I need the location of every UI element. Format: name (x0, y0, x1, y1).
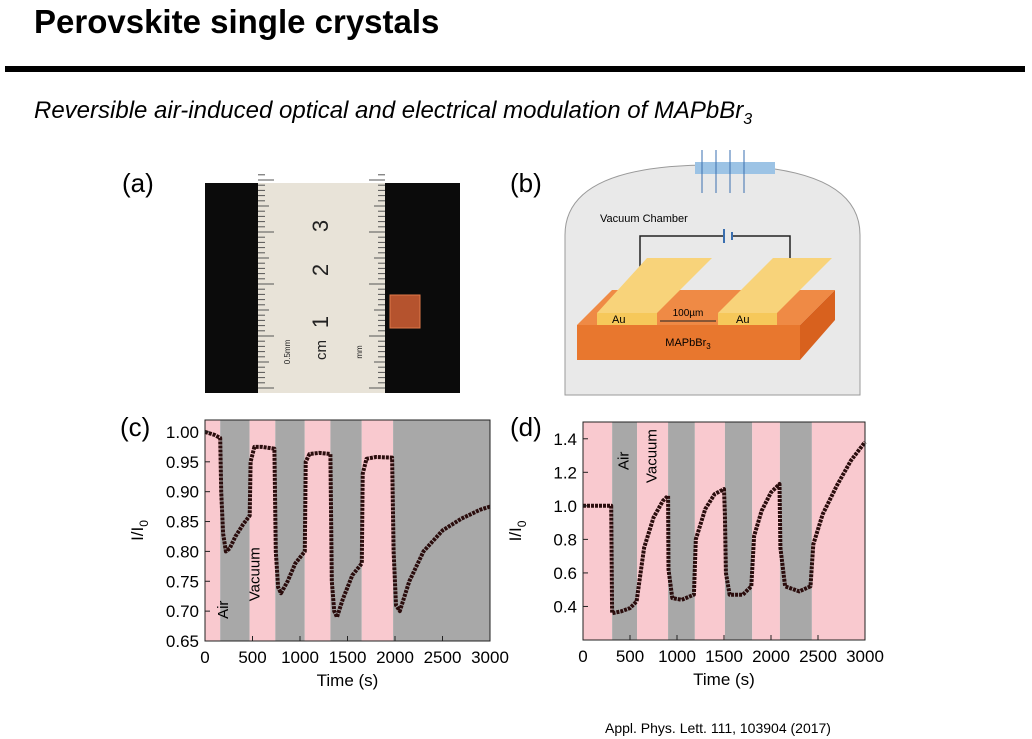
band (668, 422, 695, 640)
data-line (583, 440, 867, 616)
crystal-label: MAPbBr3 (665, 337, 711, 351)
ruler-number: 1 (308, 316, 333, 328)
x-tick-label: 0 (200, 648, 209, 667)
band (220, 420, 250, 641)
y-axis-label-text: I/I (506, 527, 525, 541)
band (724, 422, 753, 640)
x-tick-label: 2500 (424, 648, 462, 667)
ruler-number: 3 (308, 220, 333, 232)
electrode (597, 313, 657, 325)
x-tick-label: 2500 (799, 647, 837, 666)
panel-label: (a) (122, 168, 154, 198)
slide-title: Perovskite single crystals (34, 3, 439, 40)
ruler-mm: mm (355, 345, 364, 359)
slab-front (577, 325, 800, 360)
y-tick-label: 0.75 (166, 572, 199, 591)
y-tick-label: 0.95 (166, 453, 199, 472)
electrode (718, 313, 777, 325)
crystal (389, 294, 421, 329)
subtitle: Reversible air-induced optical and elect… (34, 97, 752, 128)
y-axis-label-sub: 0 (137, 520, 151, 527)
y-tick-label: 0.4 (553, 597, 577, 616)
y-tick-label: 0.6 (553, 564, 577, 583)
x-tick-label: 1000 (658, 647, 696, 666)
y-tick-label: 1.00 (166, 423, 199, 442)
band (612, 422, 638, 640)
y-axis-label-text: I/I (128, 527, 147, 541)
band (275, 420, 305, 641)
electrode (597, 258, 712, 313)
gap-label: 100µm (673, 308, 704, 319)
y-tick-label: 0.80 (166, 542, 199, 561)
y-tick-label: 0.8 (553, 530, 577, 549)
band (583, 422, 613, 640)
band (205, 420, 221, 641)
x-tick-label: 3000 (846, 647, 884, 666)
x-tick-label: 1000 (281, 648, 319, 667)
ruler-labels: 1 2 3 cm mm 0.5mm (283, 220, 364, 364)
citation: Appl. Phys. Lett. 111, 103904 (2017) (605, 720, 831, 736)
ruler-unit: cm (313, 340, 330, 360)
y-axis-label: I/I0 (128, 520, 151, 541)
slab-side (800, 290, 835, 360)
band (637, 422, 669, 640)
x-tick-label: 2000 (376, 648, 414, 667)
band (779, 422, 812, 640)
y-tick-label: 1.2 (553, 463, 577, 482)
band (752, 422, 780, 640)
y-tick-label: 0.85 (166, 513, 199, 532)
ruler-ticks (258, 174, 385, 389)
band (811, 422, 865, 640)
x-tick-label: 0 (578, 647, 587, 666)
x-tick-label: 500 (238, 648, 266, 667)
wire (639, 235, 791, 268)
ruler (258, 183, 385, 393)
electrode (718, 258, 832, 313)
annotation: Air (615, 452, 632, 470)
y-tick-label: 0.90 (166, 483, 199, 502)
y-tick-label: 1.0 (553, 497, 577, 516)
subtitle-text: Reversible air-induced optical and elect… (34, 97, 744, 124)
x-tick-label: 1500 (705, 647, 743, 666)
electrode-label: Au (736, 314, 749, 326)
ruler-half: 0.5mm (283, 339, 292, 364)
light-arrows (701, 150, 745, 193)
x-tick-label: 1500 (329, 648, 367, 667)
ruler-number: 2 (308, 264, 333, 276)
panel-label: (c) (120, 412, 150, 442)
annotation: Vacuum (644, 429, 661, 483)
x-axis-label: Time (s) (317, 671, 379, 690)
y-tick-label: 1.4 (553, 430, 577, 449)
annotation: Vacuum (246, 547, 263, 601)
x-tick-label: 2000 (752, 647, 790, 666)
crystal-sub: 3 (706, 342, 711, 351)
crystal-text: MAPbBr (665, 337, 706, 349)
y-tick-label: 0.70 (166, 602, 199, 621)
subtitle-sub: 3 (743, 111, 752, 128)
y-tick-label: 0.65 (166, 632, 199, 651)
data-line (204, 429, 491, 620)
x-axis-label: Time (s) (693, 670, 755, 689)
window (695, 162, 775, 174)
x-tick-label: 500 (616, 647, 644, 666)
chamber-label: Vacuum Chamber (600, 213, 688, 225)
vacuum-chamber (564, 164, 861, 396)
title-rule (5, 66, 1025, 72)
band (361, 420, 394, 641)
electrode-label: Au (612, 314, 625, 326)
annotation: Air (215, 601, 232, 619)
x-tick-label: 3000 (471, 648, 509, 667)
panel-label: (d) (510, 412, 542, 442)
panel-label: (b) (510, 168, 542, 198)
y-axis-label-sub: 0 (515, 520, 529, 527)
y-axis-label: I/I0 (506, 520, 529, 541)
